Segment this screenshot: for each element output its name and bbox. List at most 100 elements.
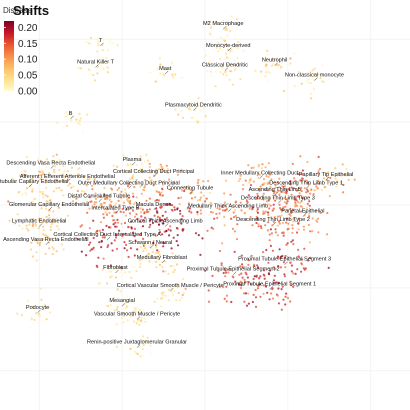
scatter-point [285,198,288,201]
scatter-point [97,42,100,45]
scatter-point [85,254,88,257]
scatter-point [102,257,105,260]
scatter-point [262,198,265,201]
scatter-point [123,221,127,225]
scatter-point [103,194,106,197]
scatter-point [164,210,167,213]
scatter-point [122,154,125,157]
scatter-point [265,58,268,61]
cluster-label: Descending Thin Limb Type 2 [236,217,310,223]
scatter-point [168,67,171,70]
scatter-point [56,178,59,182]
scatter-point [116,306,119,309]
scatter-point [255,283,259,286]
scatter-point [140,215,143,218]
scatter-point [162,241,165,244]
scatter-point [77,175,80,178]
scatter-point [127,226,130,229]
scatter-point [68,174,71,177]
scatter-point [235,238,239,241]
scatter-point [136,351,139,354]
scatter-point [163,69,166,72]
scatter-point [272,266,275,269]
scatter-point [283,275,286,278]
scatter-point [240,254,243,257]
scatter-point [286,217,289,220]
scatter-point [144,254,147,258]
scatter-point [25,227,28,230]
scatter-point [114,225,117,228]
scatter-point [86,201,89,204]
scatter-point [247,292,250,295]
scatter-point [142,335,145,338]
scatter-point [226,268,229,271]
scatter-point [84,236,87,240]
cluster-label: Intercalated Type B [91,205,139,211]
scatter-point [62,194,65,197]
scatter-point [51,246,54,249]
scatter-point [259,185,262,188]
scatter-point [200,109,203,112]
scatter-point [119,271,122,274]
scatter-point [31,224,34,228]
scatter-point [149,344,152,347]
scatter-point [196,213,199,216]
scatter-point [102,216,105,219]
scatter-point [237,40,240,44]
scatter-point [93,183,96,186]
scatter-point [286,296,290,300]
scatter-point [70,166,74,169]
scatter-point [115,234,118,237]
scatter-point [239,286,243,290]
scatter-point [307,78,310,81]
scatter-point [141,172,145,175]
scatter-point [289,300,292,303]
scatter-point [266,49,269,53]
scatter-point [202,180,205,183]
scatter-point [174,257,177,260]
scatter-point [66,170,69,173]
cluster-label: Schwann / Neural [128,240,172,246]
cluster-points [126,159,183,200]
scatter-point [40,159,43,162]
scatter-point [143,189,146,192]
scatter-point [234,67,237,70]
scatter-point [40,207,43,210]
scatter-point [267,181,270,184]
scatter-point [105,57,108,60]
scatter-point [303,187,306,190]
scatter-point [282,298,285,301]
scatter-point [40,298,43,301]
scatter-point [243,212,246,215]
scatter-point [284,254,287,258]
scatter-point [90,200,93,203]
scatter-point [51,239,55,243]
scatter-point [162,222,165,225]
scatter-point [197,178,200,182]
scatter-point [308,212,311,215]
cluster-points [254,49,296,82]
scatter-point [90,248,93,251]
scatter-point [244,281,247,284]
cluster-label: Cortical Collecting Duct Principal [113,169,194,175]
scatter-point [43,238,46,241]
scatter-point [289,214,292,217]
scatter-point [161,167,164,170]
scatter-point [217,50,220,53]
scatter-point [190,189,193,192]
scatter-point [219,36,222,39]
scatter-point [273,181,276,184]
scatter-point [283,196,286,200]
scatter-point [267,69,270,72]
cluster-points [81,188,148,234]
scatter-point [198,198,202,201]
scatter-point [278,215,281,218]
scatter-point [152,184,155,187]
cluster-label: Ascending Vasa Recta Endothelial [3,237,88,243]
scatter-point [146,336,149,339]
scatter-point [20,314,23,317]
scatter-point [149,180,152,183]
scatter-point [156,75,159,78]
scatter-point [84,192,87,195]
scatter-point [42,225,45,228]
